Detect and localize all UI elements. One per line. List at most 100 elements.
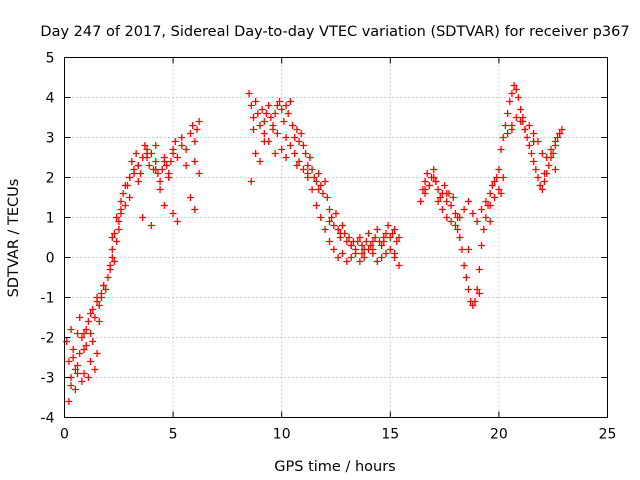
data-point — [321, 178, 329, 185]
data-point — [547, 146, 555, 153]
data-point — [384, 222, 392, 229]
data-point — [441, 182, 449, 189]
data-point — [254, 110, 262, 117]
tick-labels: 0 5 10 15 20 25 -4 -3 -2 -1 0 1 2 3 4 5 — [41, 51, 617, 443]
y-tick-label: 3 — [46, 131, 55, 147]
data-point — [391, 250, 399, 257]
data-point — [74, 330, 82, 337]
data-point — [508, 90, 516, 97]
data-point — [249, 126, 257, 133]
data-point — [438, 206, 446, 213]
data-point — [454, 226, 462, 233]
data-point — [78, 378, 86, 385]
data-point — [449, 194, 457, 201]
data-point — [302, 150, 310, 157]
data-point — [87, 330, 95, 337]
data-point — [367, 242, 375, 249]
data-point — [82, 326, 90, 333]
data-point — [525, 122, 533, 129]
data-point — [517, 106, 525, 113]
data-point — [534, 174, 542, 181]
data-point — [434, 198, 442, 205]
data-point — [510, 82, 518, 89]
data-points — [63, 82, 566, 405]
data-point — [156, 178, 164, 185]
data-point — [356, 234, 364, 241]
data-point — [451, 222, 459, 229]
data-point — [456, 234, 464, 241]
data-point — [332, 210, 340, 217]
data-point — [108, 246, 116, 253]
data-point — [443, 214, 451, 221]
data-point — [110, 230, 118, 237]
data-point — [354, 238, 362, 245]
data-point — [260, 138, 268, 145]
data-point — [425, 182, 433, 189]
data-point — [154, 170, 162, 177]
data-point — [436, 194, 444, 201]
data-point — [286, 98, 294, 105]
data-point — [325, 218, 333, 225]
data-point — [504, 130, 512, 137]
data-point — [382, 250, 390, 257]
data-point — [315, 186, 323, 193]
data-point — [189, 122, 197, 129]
data-point — [74, 370, 82, 377]
data-point — [358, 242, 366, 249]
data-point — [134, 178, 142, 185]
data-point — [432, 178, 440, 185]
plot-frame — [64, 57, 608, 418]
data-point — [312, 202, 320, 209]
data-point — [267, 114, 275, 121]
y-tick-label: 0 — [46, 251, 55, 267]
data-point — [282, 154, 290, 161]
data-point — [460, 206, 468, 213]
data-point — [269, 122, 277, 129]
data-point — [104, 274, 112, 281]
data-point — [421, 178, 429, 185]
data-point — [306, 154, 314, 161]
data-point — [113, 238, 121, 245]
data-point — [119, 190, 127, 197]
data-point — [334, 254, 342, 261]
data-point — [126, 174, 134, 181]
data-point — [447, 202, 455, 209]
data-point — [291, 134, 299, 141]
data-point — [499, 134, 507, 141]
data-point — [186, 194, 194, 201]
data-point — [141, 142, 149, 149]
data-point — [486, 190, 494, 197]
data-point — [156, 186, 164, 193]
data-point — [80, 330, 88, 337]
data-point — [130, 166, 138, 173]
data-point — [454, 214, 462, 221]
data-point — [373, 226, 381, 233]
data-point — [106, 266, 114, 273]
data-point — [493, 174, 501, 181]
data-point — [139, 214, 147, 221]
data-point — [554, 134, 562, 141]
y-tick-label: -2 — [41, 331, 55, 347]
y-tick-label: 5 — [46, 51, 55, 67]
data-point — [121, 182, 129, 189]
data-point — [304, 170, 312, 177]
data-point — [271, 150, 279, 157]
data-point — [193, 126, 201, 133]
data-point — [256, 158, 264, 165]
data-point — [93, 350, 101, 357]
data-point — [443, 190, 451, 197]
data-point — [369, 246, 377, 253]
data-point — [362, 238, 370, 245]
data-point — [521, 126, 529, 133]
data-point — [102, 286, 110, 293]
data-point — [95, 318, 103, 325]
data-point — [330, 222, 338, 229]
data-point — [358, 250, 366, 257]
data-point — [491, 194, 499, 201]
data-point — [330, 246, 338, 253]
data-point — [265, 102, 273, 109]
data-point — [93, 294, 101, 301]
data-point — [273, 102, 281, 109]
y-tick-label: 4 — [46, 91, 55, 107]
